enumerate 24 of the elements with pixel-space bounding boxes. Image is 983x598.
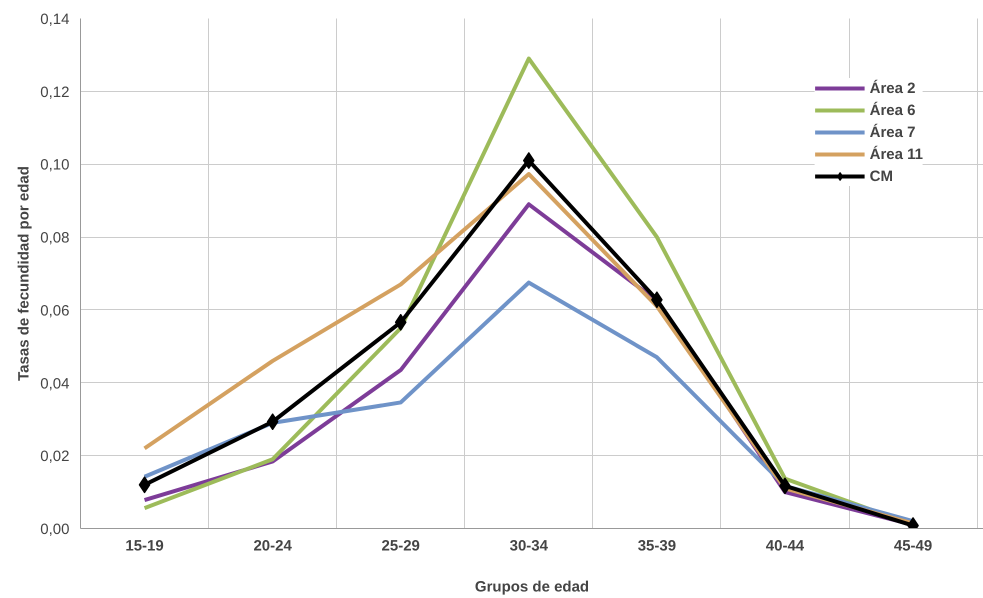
- x-axis-title: Grupos de edad: [474, 578, 590, 596]
- y-tick-label: 0,00: [40, 521, 70, 538]
- legend-label: Área 11: [870, 146, 923, 162]
- y-tick-label: 0,08: [40, 230, 70, 247]
- y-tick-label: 0,10: [40, 156, 70, 174]
- legend-label: Área 2: [870, 80, 916, 96]
- legend-label: Área 7: [870, 124, 916, 140]
- point: [522, 152, 535, 170]
- y-tick-label: 0,02: [40, 448, 70, 466]
- x-tick-label: 35-39: [638, 538, 676, 554]
- x-tick-label: 25-29: [382, 538, 420, 554]
- x-tick-label: 15-19: [125, 538, 164, 554]
- x-tick-label: 20-24: [253, 538, 292, 554]
- point: [394, 314, 407, 331]
- y-axis-title: Tasas de fecundidad por edad: [15, 166, 32, 381]
- legend-label: CM: [870, 168, 893, 184]
- y-tick-label: 0,12: [40, 84, 70, 101]
- y-tick-label: 0,06: [40, 302, 70, 320]
- y-tick-label: 0,14: [40, 11, 70, 28]
- legend-label: Área 6: [870, 102, 916, 118]
- x-tick-label: 40-44: [766, 538, 805, 554]
- y-tick-label: 0,04: [40, 375, 70, 392]
- x-tick-label: 45-49: [894, 538, 932, 554]
- x-tick-label: 30-34: [510, 538, 549, 554]
